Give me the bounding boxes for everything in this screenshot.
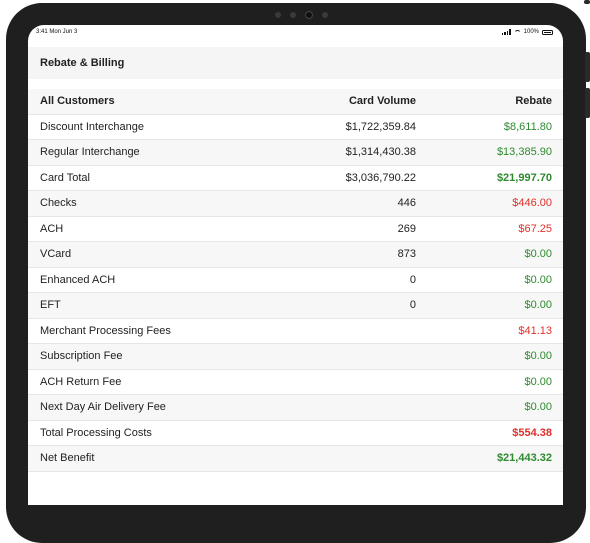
table-row[interactable]: Merchant Processing Fees $41.13 [28,319,563,344]
row-rebate: $67.25 [518,222,552,235]
row-card-volume: 0 [409,273,416,286]
row-card-volume: $1,314,430.38 [345,146,416,159]
tablet-device: 3:41 Mon Jun 3 100% Rebate & Billing All… [6,0,590,543]
row-label: Checks [40,197,77,210]
status-time: 3:41 Mon Jun 3 [36,29,78,35]
row-rebate: $554.38 [512,426,552,439]
wifi-icon [513,29,521,35]
row-label: Discount Interchange [40,120,144,133]
table-row[interactable]: Net Benefit $21,443.32 [28,446,563,472]
row-label: Subscription Fee [40,350,123,363]
row-rebate: $41.13 [518,324,552,337]
camera-icon [304,11,313,19]
signal-icon [502,29,511,35]
row-card-volume: $1,722,359.84 [345,120,416,133]
row-rebate: $13,385.90 [496,146,552,159]
row-label: EFT [40,299,61,312]
row-rebate: $8,611.80 [503,120,552,133]
row-rebate: $0.00 [524,299,552,312]
row-label: ACH Return Fee [40,375,122,388]
row-rebate: $0.00 [524,248,552,261]
table-row[interactable]: Checks 446 $446.00 [28,191,563,217]
row-label: Total Processing Costs [40,426,152,439]
table-row[interactable]: ACH 269 $67.25 [28,217,563,242]
row-label: Merchant Processing Fees [40,324,171,337]
row-rebate: $446.00 [512,197,552,210]
row-label: Net Benefit [40,452,95,465]
battery-percent: 100% [523,29,539,35]
row-rebate: $21,997.70 [496,171,552,184]
row-rebate: $0.00 [524,375,552,388]
top-button [584,0,590,4]
header-all-customers[interactable]: All Customers [40,95,115,108]
table-row[interactable]: Next Day Air Delivery Fee $0.00 [28,395,563,421]
row-rebate: $0.00 [524,401,552,414]
header-card-volume[interactable]: Card Volume [348,95,416,108]
table-row[interactable]: EFT 0 $0.00 [28,293,563,319]
battery-icon [542,29,553,35]
table-body: Discount Interchange $1,722,359.84 $8,611.… [28,115,563,472]
row-rebate: $0.00 [524,273,552,286]
volume-up-button [585,52,590,82]
sensor-icon [289,12,296,18]
table-row[interactable]: Card Total $3,036,790.22 $21,997.70 [28,166,563,191]
row-label: VCard [40,248,72,261]
row-label: Regular Interchange [40,146,140,159]
page-title: Rebate & Billing [40,57,125,69]
table-row[interactable]: VCard 873 $0.00 [28,242,563,268]
table-row[interactable]: Total Processing Costs $554.38 [28,421,563,446]
row-rebate: $0.00 [524,350,552,363]
table-row[interactable]: Enhanced ACH 0 $0.00 [28,268,563,293]
table-row[interactable]: Subscription Fee $0.00 [28,344,563,370]
header-rebate[interactable]: Rebate [515,95,552,108]
volume-down-button [585,88,590,118]
camera-bar [246,10,356,20]
sensor-icon [274,12,281,18]
status-bar: 3:41 Mon Jun 3 100% [28,25,563,39]
table-row[interactable]: ACH Return Fee $0.00 [28,370,563,395]
row-label: Next Day Air Delivery Fee [40,401,166,414]
spacer [28,79,563,89]
row-card-volume: 873 [397,248,416,261]
page-title-bar: Rebate & Billing [28,47,563,79]
row-card-volume: 0 [409,299,416,312]
row-rebate: $21,443.32 [496,452,552,465]
sensor-icon [321,12,328,18]
status-indicators: 100% [502,29,553,35]
table-header-row: All Customers Card Volume Rebate [28,89,563,115]
table-row[interactable]: Regular Interchange $1,314,430.38 $13,385.… [28,140,563,166]
screen: 3:41 Mon Jun 3 100% Rebate & Billing All… [28,25,563,505]
row-card-volume: $3,036,790.22 [345,171,416,184]
row-card-volume: 446 [397,197,416,210]
row-card-volume: 269 [397,222,416,235]
row-label: Enhanced ACH [40,273,116,286]
row-label: ACH [40,222,64,235]
table-row[interactable]: Discount Interchange $1,722,359.84 $8,611.… [28,115,563,140]
row-label: Card Total [40,171,90,184]
